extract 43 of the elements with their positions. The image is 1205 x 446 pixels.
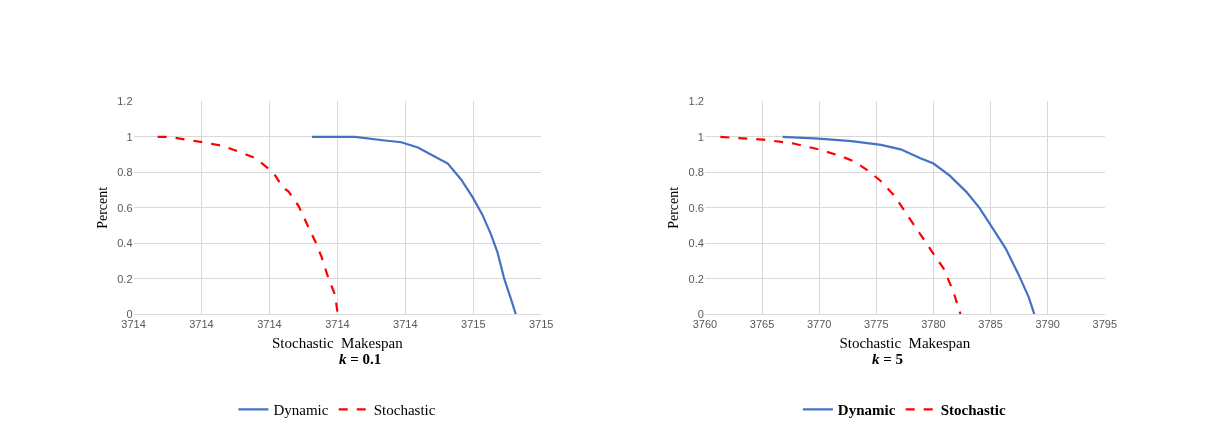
x-tick-label: 3714	[257, 318, 282, 331]
x-tick-label: 3760	[692, 318, 718, 331]
legend-label: Dynamic	[273, 402, 329, 419]
legend-label: Dynamic	[837, 402, 896, 419]
x-axis-title: Stochastic Makespan	[839, 335, 971, 352]
line-series	[719, 135, 962, 315]
x-tick-label: 3715	[461, 318, 486, 331]
line-series	[310, 135, 517, 315]
y-tick-label: 0.4	[688, 237, 704, 250]
y-tick-label: 0	[697, 307, 704, 320]
x-tick-label: 3715	[529, 318, 554, 331]
text: k = 5	[872, 351, 904, 367]
x-tick-label: 3765	[749, 318, 775, 331]
x-axis-title: Stochastic Makespan	[271, 335, 404, 352]
x-tick-label: 3714	[325, 318, 350, 331]
y-tick-label: 1.2	[688, 95, 704, 108]
y-tick-label: 0.8	[688, 166, 704, 179]
y-axis-title: Percent	[666, 186, 682, 229]
y-tick-label: 0.6	[117, 201, 133, 214]
x-tick-label: 3714	[393, 318, 418, 331]
legend-label: Stochastic	[373, 402, 436, 419]
x-tick-label: 3714	[121, 318, 146, 331]
y-tick-label: 0.4	[117, 237, 133, 250]
x-tick-label: 3795	[1092, 318, 1118, 331]
y-tick-label: 1	[697, 130, 704, 143]
line-series	[781, 135, 1036, 315]
y-tick-label: 0.2	[117, 272, 133, 285]
y-tick-label: 0.8	[117, 166, 133, 179]
y-tick-label: 0.2	[688, 272, 704, 285]
line-series	[156, 135, 339, 315]
x-tick-label: 3780	[921, 318, 946, 331]
x-tick-label: 3785	[978, 318, 1003, 331]
y-tick-label: 1.2	[117, 95, 133, 108]
x-tick-label: 3770	[806, 318, 832, 331]
text: k = 0.1	[339, 351, 382, 367]
x-tick-label: 3790	[1035, 318, 1060, 331]
x-tick-label: 3775	[864, 318, 889, 331]
y-tick-label: 0.6	[688, 201, 704, 214]
x-tick-label: 3714	[189, 318, 214, 331]
y-axis-title: Percent	[94, 186, 110, 229]
y-tick-label: 0	[126, 307, 133, 320]
y-tick-label: 1	[126, 130, 133, 143]
legend-label: Stochastic	[940, 402, 1007, 419]
